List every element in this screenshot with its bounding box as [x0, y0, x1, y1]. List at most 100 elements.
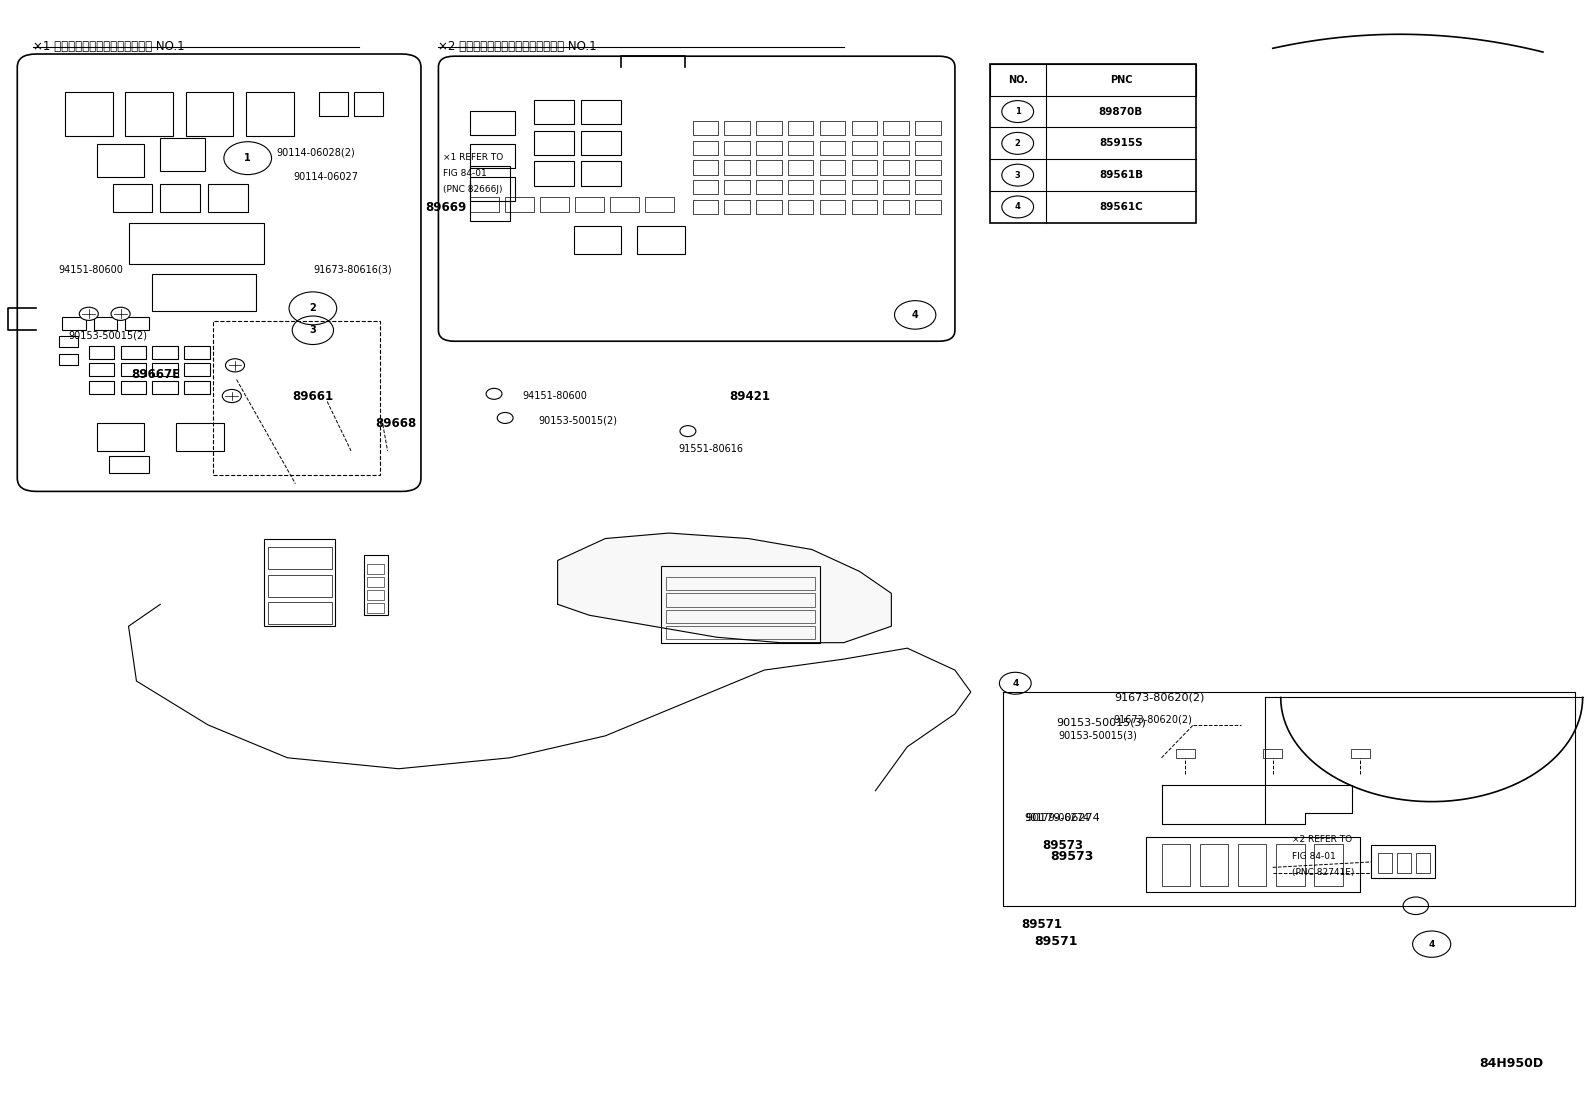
Bar [852, 121, 877, 135]
Bar [665, 610, 815, 623]
Bar [153, 275, 256, 311]
Bar [161, 185, 201, 212]
Bar [89, 363, 115, 376]
Bar [915, 180, 941, 195]
Text: 89561B: 89561B [1098, 170, 1143, 180]
Bar [581, 131, 621, 155]
Bar [884, 200, 909, 214]
Bar [1371, 845, 1434, 878]
Bar [1146, 836, 1360, 891]
Bar [645, 197, 673, 212]
Bar [1350, 750, 1369, 758]
Bar [915, 200, 941, 214]
Bar [665, 577, 815, 590]
Bar [1239, 844, 1266, 886]
Text: 84H950D: 84H950D [1479, 1057, 1543, 1070]
Bar [1262, 750, 1282, 758]
Text: 3: 3 [1014, 170, 1020, 179]
Text: 90153-50015(2): 90153-50015(2) [68, 331, 146, 341]
Bar [470, 111, 514, 135]
Bar [470, 144, 514, 168]
Bar [788, 200, 814, 214]
Bar [724, 121, 750, 135]
Bar [153, 363, 178, 376]
Bar [884, 121, 909, 135]
Text: 2: 2 [309, 303, 317, 313]
Text: 2: 2 [1014, 138, 1020, 148]
Text: 90179-06274: 90179-06274 [1025, 813, 1091, 823]
Bar [693, 200, 718, 214]
Bar [990, 64, 1197, 223]
Text: 90153-50015(2): 90153-50015(2) [538, 415, 618, 425]
Circle shape [486, 388, 501, 399]
Bar [209, 185, 248, 212]
Bar [89, 380, 115, 393]
Bar [1176, 750, 1196, 758]
Bar [320, 92, 347, 116]
Bar [724, 180, 750, 195]
Bar [153, 345, 178, 358]
Bar [161, 138, 205, 171]
Bar [470, 177, 514, 201]
Text: NO.: NO. [1008, 75, 1027, 85]
Text: 85915S: 85915S [1098, 138, 1143, 148]
Bar [185, 363, 210, 376]
Bar [533, 100, 573, 124]
Bar [353, 92, 382, 116]
Bar [820, 200, 845, 214]
Circle shape [680, 425, 696, 436]
Bar [852, 141, 877, 155]
Bar [129, 223, 264, 265]
Bar [185, 380, 210, 393]
Bar [366, 603, 384, 613]
Bar [581, 100, 621, 124]
Text: 1: 1 [1014, 107, 1020, 116]
Polygon shape [557, 533, 892, 643]
Bar [59, 335, 78, 346]
Bar [852, 200, 877, 214]
Bar [820, 160, 845, 175]
Bar [788, 180, 814, 195]
Text: (PNC 82666J): (PNC 82666J) [443, 186, 503, 195]
Bar [185, 345, 210, 358]
Text: ×1 エンジンルームリレーブロック NO.1: ×1 エンジンルームリレーブロック NO.1 [33, 40, 185, 53]
Bar [363, 555, 387, 615]
Text: 90179-06274: 90179-06274 [1025, 813, 1100, 823]
Text: 94151-80600: 94151-80600 [522, 391, 587, 401]
Text: 4: 4 [1014, 202, 1020, 211]
Bar [505, 197, 533, 212]
Circle shape [111, 308, 131, 321]
Bar [575, 197, 603, 212]
Bar [573, 226, 621, 254]
Text: 89661: 89661 [293, 389, 333, 402]
Text: ×2 ラッゲージルームリレーブロック NO.1: ×2 ラッゲージルームリレーブロック NO.1 [438, 40, 597, 53]
Circle shape [223, 389, 242, 402]
Bar [661, 566, 820, 643]
Bar [1275, 844, 1304, 886]
Bar [990, 64, 1197, 96]
Bar [269, 602, 333, 624]
Bar [65, 92, 113, 136]
Bar [153, 380, 178, 393]
Bar [89, 345, 115, 358]
Bar [113, 185, 153, 212]
Bar [540, 197, 568, 212]
Bar [756, 141, 782, 155]
Bar [724, 141, 750, 155]
Bar [1415, 853, 1430, 873]
Circle shape [80, 308, 99, 321]
Text: 4: 4 [1013, 679, 1019, 688]
Bar [820, 180, 845, 195]
Bar [62, 318, 86, 331]
Text: 89668: 89668 [374, 417, 416, 430]
Bar [269, 575, 333, 597]
Text: FIG 84-01: FIG 84-01 [443, 169, 487, 178]
Bar [1200, 844, 1229, 886]
Text: ×1 REFER TO: ×1 REFER TO [443, 153, 503, 162]
Bar [581, 162, 621, 186]
Text: 89571: 89571 [1035, 935, 1078, 948]
Text: 91673-80620(2): 91673-80620(2) [1114, 692, 1204, 702]
Bar [59, 354, 78, 365]
Bar [637, 226, 685, 254]
Bar [756, 180, 782, 195]
